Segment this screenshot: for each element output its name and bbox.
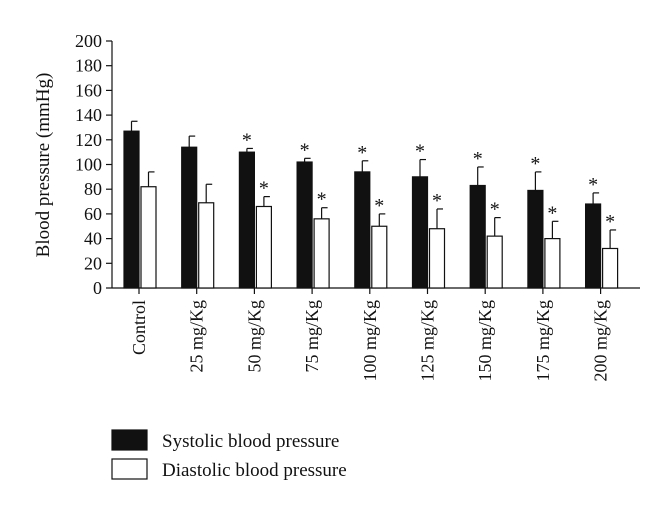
diastolic-bar <box>601 247 619 289</box>
y-tick-label: 200 <box>75 31 102 51</box>
systolic-bar <box>296 161 313 289</box>
axes: 0 20 40 60 80 100 120 140 160 180 200 <box>75 31 640 298</box>
systolic-bar <box>354 171 371 289</box>
significance-marker: * <box>547 202 557 224</box>
diastolic-bar <box>198 202 215 289</box>
x-tick-label: 200 mg/Kg <box>591 300 611 382</box>
x-tick-label: 175 mg/Kg <box>533 300 553 382</box>
legend-label: Diastolic blood pressure <box>162 460 347 481</box>
systolic-bar <box>238 151 255 289</box>
legend-swatch <box>111 429 148 451</box>
x-tick-label: 125 mg/Kg <box>418 300 438 382</box>
significance-marker: * <box>530 153 540 175</box>
y-tick-label: 20 <box>84 253 102 273</box>
significance-marker: * <box>473 148 483 170</box>
diastolic-bar <box>140 186 157 289</box>
x-tick-labels: Control 25 mg/Kg 50 mg/Kg 75 mg/Kg 100 mg/Kg… <box>129 288 611 382</box>
significance-marker: * <box>588 174 598 196</box>
diastolic-bar <box>486 235 503 289</box>
legend-label: Systolic blood pressure <box>162 431 339 452</box>
diastolic-bar <box>371 225 388 289</box>
systolic-bar <box>123 130 140 289</box>
y-tick-label: 60 <box>84 204 102 224</box>
y-axis-label: Blood pressure (mmHg) <box>33 73 54 258</box>
diastolic-bar <box>313 218 330 289</box>
significance-marker: * <box>605 211 615 233</box>
significance-marker: * <box>317 189 327 211</box>
y-tick-label: 80 <box>84 179 102 199</box>
y-tick-label: 120 <box>75 130 102 150</box>
y-tick-label: 0 <box>93 278 102 298</box>
systolic-bar <box>181 146 198 289</box>
significance-marker: * <box>300 139 310 161</box>
significance-marker: * <box>242 129 252 151</box>
diastolic-bar <box>544 238 561 289</box>
x-tick-label: 25 mg/Kg <box>187 300 207 373</box>
bars: * * * * * * * * * * * * * * <box>123 120 619 289</box>
x-tick-label: 150 mg/Kg <box>475 300 495 382</box>
significance-marker: * <box>415 141 425 163</box>
diastolic-bar <box>255 205 272 289</box>
y-tick-label: 40 <box>84 229 102 249</box>
x-tick-label: 50 mg/Kg <box>244 300 264 373</box>
significance-marker: * <box>259 178 269 200</box>
systolic-bar <box>411 176 429 289</box>
diastolic-bar <box>428 228 446 289</box>
x-tick-label: 100 mg/Kg <box>360 300 380 382</box>
significance-marker: * <box>374 195 384 217</box>
x-tick-label: 75 mg/Kg <box>302 300 322 373</box>
legend: Systolic blood pressure Diastolic blood p… <box>111 429 347 481</box>
systolic-bar <box>469 184 486 289</box>
y-tick-label: 140 <box>75 105 102 125</box>
significance-marker: * <box>490 199 500 221</box>
y-tick-label: 180 <box>75 56 102 76</box>
y-tick-label: 160 <box>75 80 102 100</box>
systolic-bar <box>584 203 602 289</box>
systolic-bar <box>527 189 544 289</box>
x-tick-label: Control <box>129 300 149 355</box>
legend-swatch <box>111 458 148 480</box>
y-tick-label: 100 <box>75 155 102 175</box>
significance-marker: * <box>357 142 367 164</box>
significance-marker: * <box>432 190 442 212</box>
